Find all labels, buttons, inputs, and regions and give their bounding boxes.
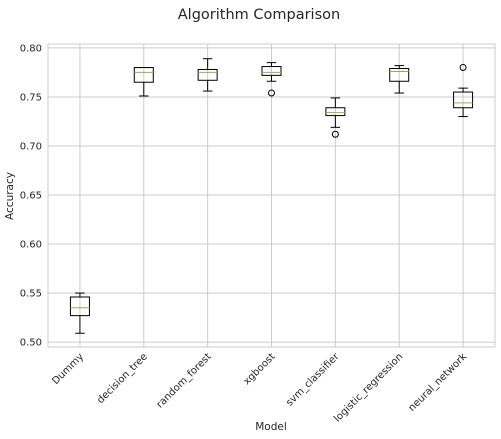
outlier-point — [331, 130, 339, 138]
chart-title: Algorithm Comparison — [178, 7, 340, 23]
y-axis-label: Accuracy — [4, 172, 16, 220]
x-tick-label: svm_classifier — [284, 351, 342, 409]
box-Dummy — [69, 292, 90, 334]
y-tick-label: 0.75 — [20, 92, 42, 103]
iqr-box — [69, 296, 90, 317]
y-tick-label: 0.55 — [20, 289, 42, 300]
grid — [48, 44, 495, 347]
x-tick-label: logistic_regression — [332, 351, 405, 424]
x-axis-label: Model — [255, 421, 287, 433]
iqr-box — [197, 68, 218, 81]
iqr-box — [325, 107, 346, 117]
outlier-point — [268, 89, 275, 97]
x-tick-label: random_forest — [155, 351, 214, 410]
boxes — [69, 58, 474, 334]
box-xgboost — [261, 62, 282, 97]
x-tick-label: xgboost — [242, 351, 278, 387]
y-tick-label: 0.60 — [20, 240, 42, 251]
y-tick-label: 0.50 — [20, 338, 42, 349]
iqr-box — [389, 68, 410, 82]
box-svm_classifier — [325, 97, 346, 138]
iqr-box — [133, 67, 154, 83]
box-random_forest — [197, 58, 218, 92]
y-tick-label: 0.70 — [20, 141, 42, 152]
box-neural_network — [453, 64, 474, 118]
box-decision_tree — [133, 67, 154, 97]
x-tick-label: neural_network — [407, 351, 470, 414]
x-tick-label: decision_tree — [95, 351, 150, 406]
plot-frame — [47, 43, 496, 348]
y-tick-label: 0.65 — [20, 191, 42, 202]
iqr-box — [453, 91, 474, 109]
y-tick-labels: 0.50 0.55 0.60 0.65 0.70 0.75 0.80 — [20, 43, 42, 348]
iqr-box — [261, 66, 282, 76]
x-tick-label: Dummy — [50, 351, 86, 387]
y-tick-label: 0.80 — [20, 43, 42, 54]
x-tick-labels: Dummy decision_tree random_forest xgboost sv… — [50, 351, 469, 425]
outlier-point — [459, 64, 467, 72]
box-logistic_regression — [389, 65, 410, 94]
